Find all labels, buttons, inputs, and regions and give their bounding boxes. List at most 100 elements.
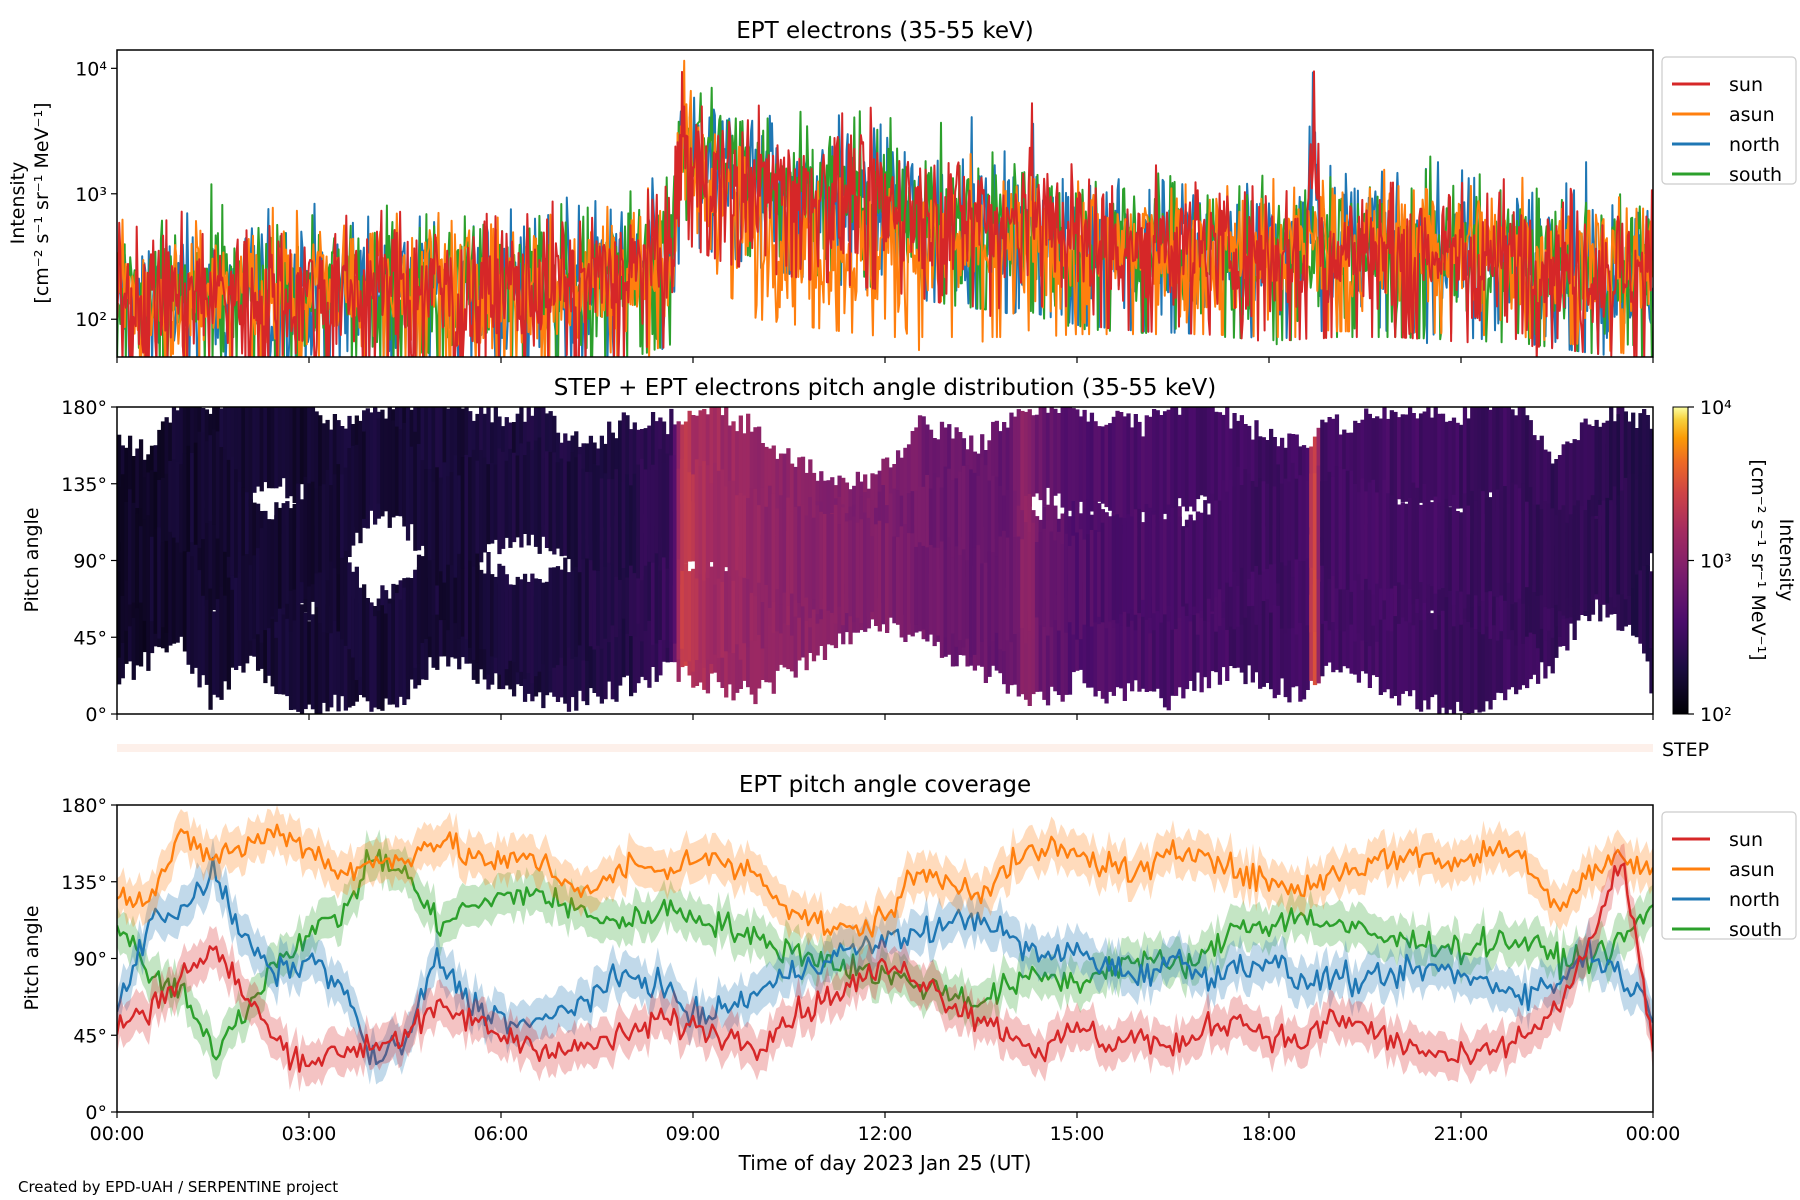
pad-bin bbox=[427, 523, 433, 637]
pad-bin bbox=[153, 471, 158, 575]
pad-bin bbox=[808, 497, 813, 619]
pad-bin bbox=[917, 542, 923, 632]
pad-bin bbox=[1086, 534, 1091, 627]
pad-bin bbox=[1038, 612, 1043, 692]
pad-bin bbox=[230, 521, 235, 634]
pad-bin bbox=[223, 595, 228, 682]
pad-bin bbox=[438, 477, 444, 572]
pad-bin bbox=[1601, 422, 1607, 513]
pad-bin bbox=[1166, 409, 1171, 512]
pad-bin bbox=[1228, 479, 1234, 587]
pad-bin bbox=[1316, 465, 1321, 580]
pad-bin bbox=[340, 611, 345, 697]
pad-bin bbox=[281, 603, 286, 695]
pad-bin bbox=[1236, 466, 1241, 586]
pad-bin bbox=[329, 522, 334, 634]
pad-bin bbox=[270, 519, 275, 617]
pad-bin bbox=[464, 454, 469, 567]
pad-bin bbox=[329, 606, 334, 708]
pad-bin bbox=[1305, 591, 1310, 690]
pad-bin bbox=[1173, 507, 1179, 630]
pad-bin bbox=[383, 418, 389, 512]
pad-bin bbox=[932, 547, 937, 634]
pad-bin bbox=[124, 447, 129, 542]
pad-bin bbox=[369, 412, 374, 511]
pad-bin bbox=[274, 502, 279, 622]
pad-bin bbox=[1583, 510, 1588, 612]
pad-bin bbox=[921, 416, 926, 538]
pad-bin bbox=[522, 573, 528, 680]
pad-bin bbox=[1634, 479, 1639, 575]
pad-bin bbox=[947, 468, 952, 584]
pad-bin bbox=[1173, 407, 1179, 518]
pad-bin bbox=[1086, 421, 1091, 501]
intensity-ylabel-line1: Intensity bbox=[7, 162, 29, 245]
pad-bin bbox=[1305, 480, 1310, 559]
pad-bin bbox=[1045, 521, 1051, 636]
pad-bin bbox=[757, 426, 762, 528]
coverage-ytick-label: 135° bbox=[61, 872, 107, 894]
pad-bin bbox=[749, 594, 754, 695]
pad-bin bbox=[936, 547, 941, 636]
pad-bin bbox=[1572, 505, 1577, 616]
pad-bin bbox=[738, 547, 743, 660]
pad-bin bbox=[164, 540, 169, 633]
pad-bin bbox=[639, 458, 645, 581]
pad-bin bbox=[215, 599, 220, 698]
pad-bin bbox=[1254, 486, 1259, 566]
pad-bin bbox=[610, 479, 615, 565]
pad-bin bbox=[179, 552, 184, 637]
pad-bin bbox=[720, 469, 725, 582]
pad-bin bbox=[826, 514, 831, 611]
pad-bin bbox=[910, 431, 915, 532]
pad-bin bbox=[1389, 587, 1394, 699]
pad-bin bbox=[526, 581, 531, 674]
pad-bin bbox=[709, 407, 714, 524]
pad-bin bbox=[1601, 500, 1607, 605]
pad-bin bbox=[281, 503, 286, 608]
pad-bin bbox=[157, 480, 162, 563]
pad-bin bbox=[175, 461, 180, 561]
pad-bin bbox=[515, 455, 520, 538]
pad-bin bbox=[1459, 512, 1464, 592]
pad-bin bbox=[277, 507, 283, 609]
pad-bin bbox=[1605, 497, 1610, 604]
pad-bin bbox=[994, 476, 999, 584]
pad-bin bbox=[1027, 586, 1032, 706]
pad-bin bbox=[1119, 412, 1124, 528]
legend-label-south: south bbox=[1729, 164, 1782, 186]
intensity-panel: EPT electrons (35-55 keV) Intensity [cm⁻… bbox=[7, 18, 1797, 363]
pad-bin bbox=[1100, 585, 1106, 699]
pad-bin bbox=[475, 552, 480, 663]
pad-bin bbox=[969, 469, 974, 572]
pad-bin bbox=[914, 490, 919, 580]
pad-bin bbox=[1554, 515, 1559, 605]
pad-bin bbox=[698, 410, 703, 510]
pad-bin bbox=[1272, 525, 1277, 605]
pad-bin bbox=[376, 610, 381, 710]
pad-bin bbox=[241, 487, 246, 592]
pad-bin bbox=[658, 531, 663, 640]
pad-bin bbox=[299, 407, 305, 485]
pad-bin bbox=[1444, 498, 1449, 598]
pad-bin bbox=[201, 499, 206, 621]
pad-bin bbox=[1451, 417, 1457, 512]
footer-credit: Created by EPD-UAH / SERPENTINE project bbox=[18, 1178, 338, 1196]
pad-bin bbox=[252, 407, 257, 493]
pad-bin bbox=[793, 555, 798, 678]
pad-bin bbox=[204, 508, 210, 606]
pad-bin bbox=[1221, 414, 1226, 514]
pad-bin bbox=[1258, 575, 1263, 689]
pad-bin bbox=[1488, 600, 1493, 710]
x-tick-label: 09:00 bbox=[666, 1123, 721, 1145]
pad-bin bbox=[610, 584, 615, 700]
pad-bin bbox=[1027, 532, 1032, 632]
pad-bin bbox=[680, 568, 685, 649]
pad-bin bbox=[1108, 516, 1113, 622]
pad-bin bbox=[541, 458, 546, 537]
pad-bin bbox=[1013, 416, 1018, 515]
pad-bin bbox=[131, 502, 136, 603]
pad-bin bbox=[1484, 407, 1490, 514]
pad-bin bbox=[1016, 536, 1021, 633]
pad-bin bbox=[885, 523, 890, 633]
